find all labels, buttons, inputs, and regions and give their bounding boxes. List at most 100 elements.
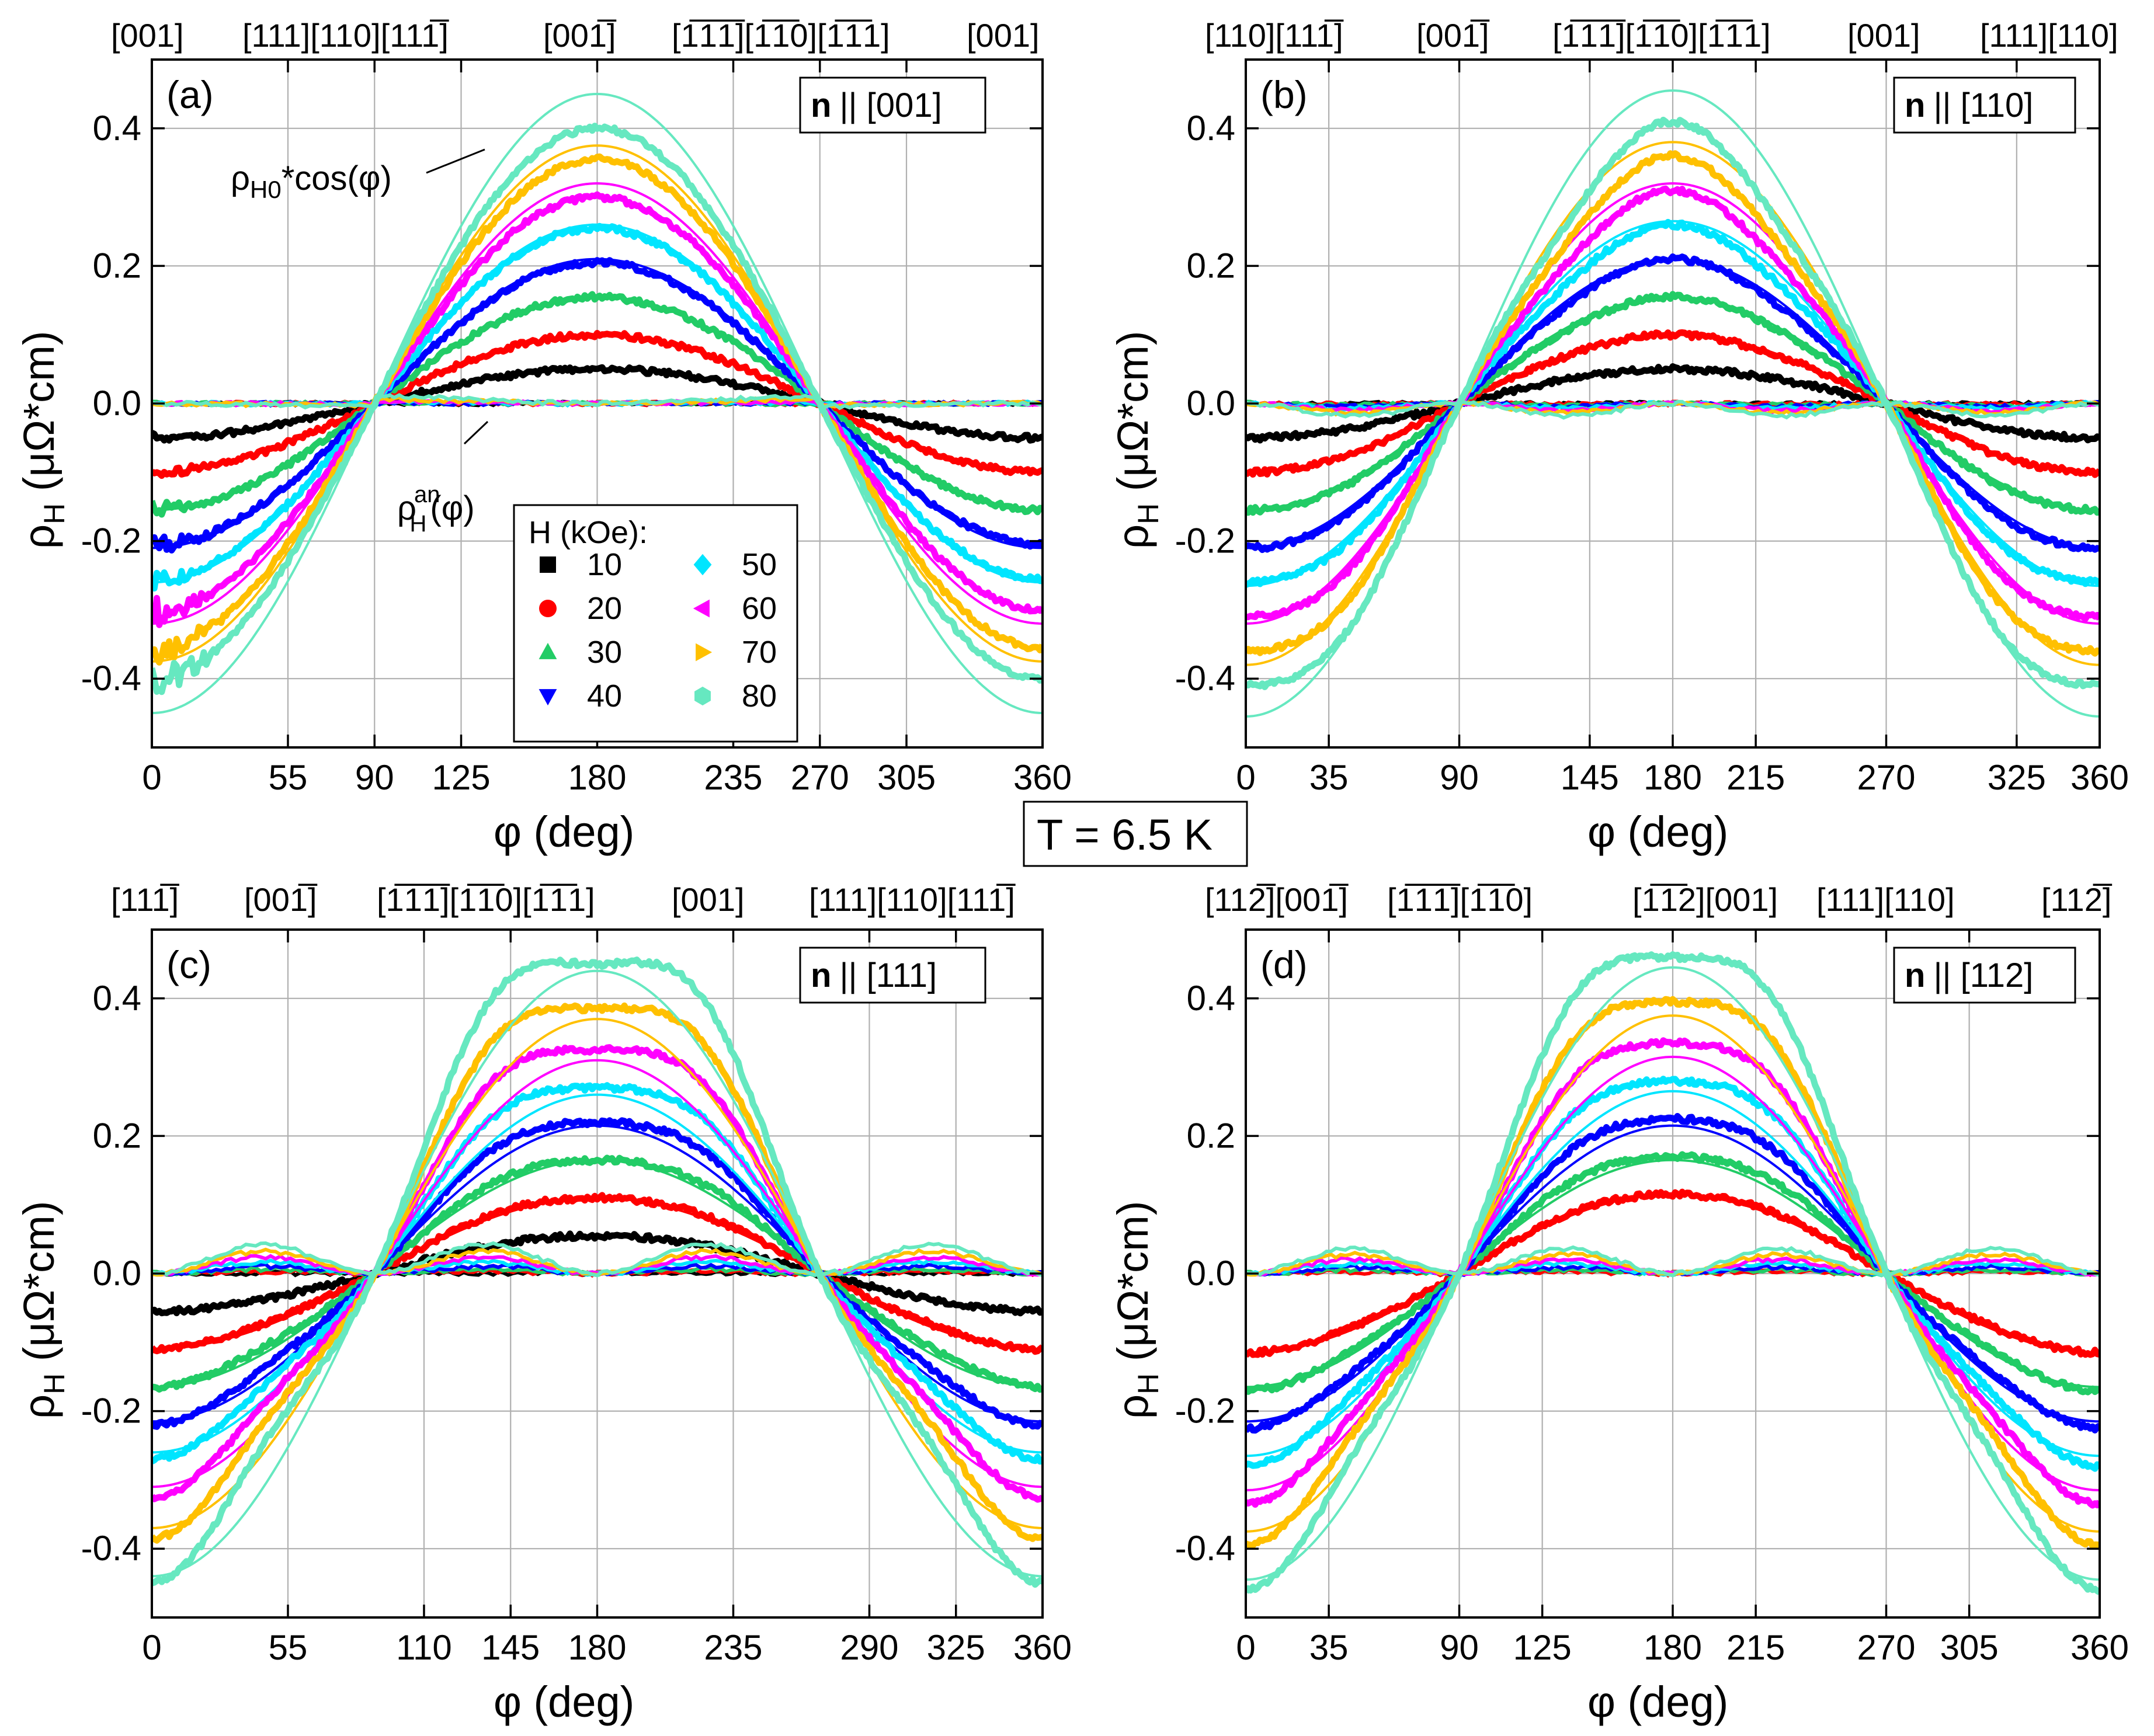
annotation-fit: ρH0*cos(φ)	[231, 159, 392, 203]
y-tick-label: -0.2	[81, 1391, 141, 1431]
y-axis-label-c: ρH (μΩ*cm)	[15, 1201, 71, 1419]
x-tick-label: 360	[1013, 758, 1072, 797]
legend-marker-60	[693, 599, 710, 618]
anomalous-series-80kOe	[1246, 399, 2100, 420]
top-label: [1̅1̅1̅][1̅1̅0][1̅1̅1]	[672, 17, 890, 54]
top-label: [1̅1̅2][001]	[1632, 881, 1778, 918]
x-tick-label: 125	[432, 758, 490, 797]
top-label: [111][110]	[1980, 17, 2118, 54]
data-series-70kOe	[1246, 150, 2100, 657]
fit-curve-80kOe	[152, 92, 1043, 715]
x-tick-label: 290	[840, 1628, 898, 1667]
data-series-40kOe	[152, 257, 1043, 554]
legend-label-50: 50	[742, 547, 777, 582]
legend-label-30: 30	[587, 635, 622, 670]
y-tick-label: -0.2	[1175, 1391, 1235, 1431]
x-axis-label-d: φ (deg)	[1587, 1678, 1728, 1726]
legend-marker-40	[538, 689, 557, 706]
x-tick-label: 90	[1440, 1628, 1479, 1667]
legend-label-40: 40	[587, 679, 622, 714]
data-series-40kOe	[1246, 1113, 2100, 1434]
x-tick-label: 180	[1644, 758, 1702, 797]
top-label: [001̅]	[1416, 17, 1490, 54]
plot-area	[152, 92, 1043, 715]
panel-label-d: (d)	[1260, 943, 1308, 986]
y-tick-label: -0.4	[1175, 659, 1235, 698]
orientation-label-d: n || [112]	[1905, 956, 2033, 994]
top-label: [111̅]	[111, 881, 180, 918]
legend-title: H (kOe):	[529, 515, 648, 550]
x-tick-label: 55	[269, 758, 308, 797]
data-series-50kOe	[152, 1082, 1043, 1465]
top-labels-a: [001] [111][110][111̅] [001̅] [1̅1̅1̅][1…	[111, 17, 1040, 54]
x-tick-label: 145	[1561, 758, 1619, 797]
legend-label-20: 20	[587, 591, 622, 626]
y-tick-label: 0.2	[1187, 246, 1235, 285]
y-tick-label: 0.0	[93, 1254, 141, 1293]
orientation-label-c: n || [111]	[811, 956, 937, 994]
anomalous-series-80kOe	[1246, 1245, 2100, 1278]
plot-area	[1246, 89, 2100, 718]
top-label: [111][110][111̅]	[809, 881, 1016, 918]
annotation-an-pointer	[463, 420, 489, 445]
x-tick-label: 90	[355, 758, 394, 797]
panel-a: 0 55 90 125 180 235 270 305 360 -0.4 -0.2 0.0 0.2 0.4	[81, 58, 1072, 797]
data-series-60kOe	[152, 191, 1043, 628]
top-label: [001]	[672, 881, 745, 918]
plot-area	[152, 956, 1043, 1588]
data-series-30kOe	[1246, 291, 2100, 516]
orientation-label-b: n || [110]	[1905, 86, 2033, 124]
x-tick-label: 145	[481, 1628, 540, 1667]
anomalous-series-60kOe	[152, 1254, 1043, 1278]
legend-marker-70	[696, 643, 713, 662]
orientation-box-d	[1893, 947, 2076, 1004]
data-series-10kOe	[1246, 363, 2100, 444]
x-tick-label: 110	[396, 1628, 452, 1667]
legend-label-70: 70	[742, 635, 777, 670]
data-series-10kOe	[152, 364, 1043, 444]
annotation-fit-pointer	[426, 148, 485, 174]
svg-text:ρH (μΩ*cm): ρH (μΩ*cm)	[1109, 331, 1165, 549]
top-label: [001̅]	[244, 881, 318, 918]
data-series-10kOe	[152, 1230, 1043, 1317]
panel-label-c: (c)	[166, 943, 211, 986]
x-tick-label: 180	[1644, 1628, 1702, 1667]
x-tick-label: 270	[791, 758, 849, 797]
top-label: [1̅1̅1̅][1̅1̅0][1̅1̅1]	[377, 881, 595, 918]
legend-marker-80	[694, 686, 711, 706]
panel-c: 0 55 110 145 180 235 290 325 360 -0.4 -0.2 0.0 0.2 0.…	[81, 928, 1072, 1667]
data-series-20kOe	[1246, 1188, 2100, 1358]
top-label: [001]	[111, 17, 184, 54]
top-label: [111][110][111̅]	[242, 17, 449, 54]
fit-curve-80kOe	[152, 969, 1043, 1578]
x-axis-label-b: φ (deg)	[1587, 808, 1728, 856]
legend-label-60: 60	[742, 591, 777, 626]
x-tick-label: 125	[1513, 1628, 1572, 1667]
legend-marker-10	[540, 556, 556, 573]
x-tick-label: 55	[269, 1628, 308, 1667]
data-series-30kOe	[152, 291, 1043, 518]
x-tick-label: 35	[1309, 1628, 1349, 1667]
x-tick-label: 360	[2070, 758, 2129, 797]
panel-b: 0 35 90 145 180 215 270 325 360 -0.4 -0.2 0.0 0.2 0.4	[1175, 58, 2129, 797]
top-label: [001]	[967, 17, 1040, 54]
x-tick-label: 305	[877, 758, 936, 797]
x-tick-label: 360	[1013, 1628, 1072, 1667]
panel-label-a: (a)	[166, 73, 214, 116]
x-tick-label: 270	[1857, 758, 1915, 797]
top-labels-d: [112̅][001̅] [1̅1̅1̅][1̅1̅0] [1̅1̅2][001…	[1205, 881, 2113, 918]
x-tick-label: 0	[1236, 758, 1255, 797]
y-tick-label: 0.2	[93, 1116, 141, 1155]
top-label: [111][110]	[1816, 881, 1955, 918]
y-tick-label: -0.4	[81, 659, 141, 698]
fit-curve-80kOe	[1246, 966, 2100, 1581]
orientation-box-c	[799, 947, 986, 1004]
y-tick-label: 0.0	[1187, 384, 1235, 423]
orientation-box-b	[1893, 76, 2076, 134]
orientation-box-a	[799, 76, 986, 134]
x-axis-label-c: φ (deg)	[494, 1678, 634, 1726]
data-series-40kOe	[1246, 253, 2100, 554]
data-series-50kOe	[1246, 218, 2100, 588]
y-tick-label: 0.2	[1187, 1116, 1235, 1155]
